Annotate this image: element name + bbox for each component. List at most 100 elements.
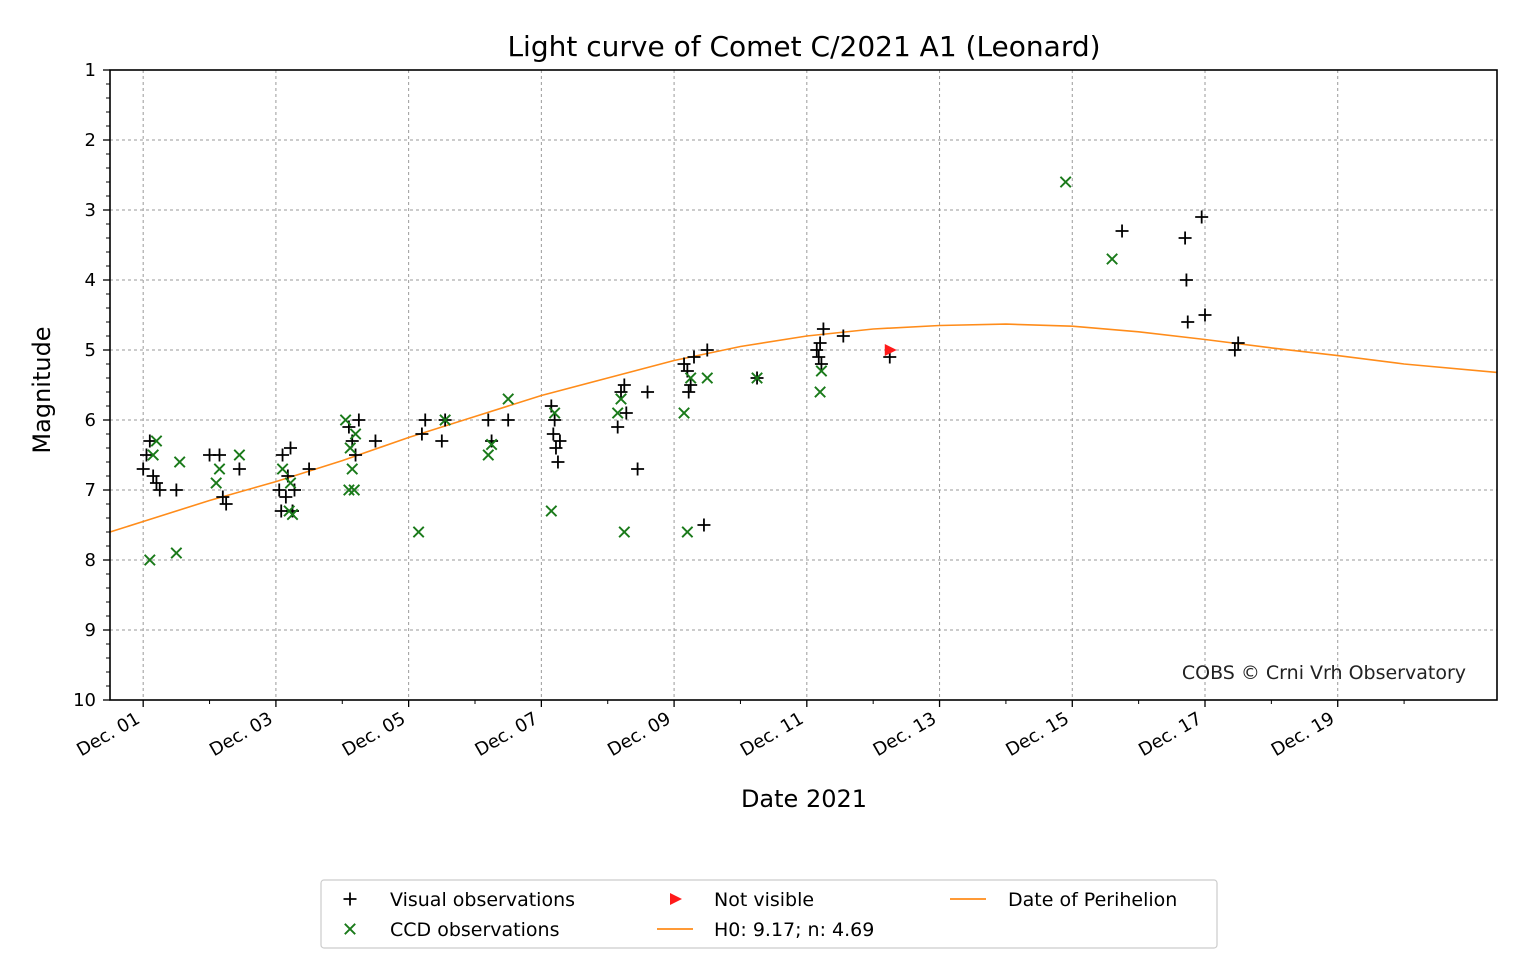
ccd-observation-point (284, 477, 297, 489)
visual-observation-point (136, 462, 150, 476)
chart-title: Light curve of Comet C/2021 A1 (Leonard) (507, 30, 1100, 63)
legend-box (320, 879, 1218, 949)
visual-observation-point (814, 357, 828, 371)
visual-observation-point (272, 483, 286, 497)
visual-observation-point (213, 448, 226, 462)
visual-observation-point (352, 413, 366, 427)
ccd-observation-point (485, 438, 498, 451)
visual-observation-point (169, 483, 183, 497)
model-curve-line (109, 323, 1498, 533)
visual-observation-point (549, 441, 563, 455)
visual-observation-point (140, 448, 153, 462)
legend-marker-not-visible (670, 893, 682, 905)
x-tick-label: Dec. 17 (1135, 708, 1205, 761)
y-tick-label: 3 (85, 200, 96, 221)
visual-observation-point (287, 483, 301, 497)
visual-observation-point (1228, 343, 1242, 357)
ccd-observation-point (348, 484, 361, 496)
not-visible-point (884, 344, 897, 356)
ccd-observation-point (233, 449, 246, 461)
legend-label-not-visible: Not visible (714, 889, 814, 911)
ccd-observation-point (1059, 176, 1072, 188)
x-tick-label: Dec. 15 (1002, 708, 1072, 761)
legend-marker-ccd-observations (344, 923, 356, 935)
ccd-observation-point (339, 414, 352, 426)
ccd-observation-point (618, 526, 631, 538)
ccd-observation-point (482, 449, 495, 461)
visual-observation-point (481, 413, 495, 427)
visual-observation-point (1231, 336, 1245, 350)
visual-observation-point (146, 469, 160, 483)
x-axis-label: Date 2021 (741, 785, 867, 813)
visual-observation-point (276, 448, 290, 462)
visual-observation-point (619, 406, 633, 420)
visual-observation-point (614, 385, 628, 399)
y-tick-label: 10 (73, 690, 96, 711)
ccd-observation-point (678, 407, 690, 419)
ccd-observation-point (545, 505, 558, 517)
legend-entries: Visual observations Not visible Date of Pe… (343, 889, 1177, 941)
visual-observation-point (232, 462, 246, 476)
visual-observation-point (697, 518, 711, 532)
ccd-observation-point (143, 554, 156, 566)
y-tick-label: 1 (85, 60, 96, 81)
visual-observation-point (1178, 231, 1192, 245)
x-axis-ticks: Dec. 01 Dec. 03 Dec. 05 Dec. 07 Dec. 09 Dec. … (73, 700, 1405, 761)
visual-observation-point (415, 427, 429, 441)
visual-observation-point (219, 497, 233, 511)
ccd-observation-point (346, 463, 359, 475)
visual-observation-point (682, 385, 696, 399)
ccd-observation-point (343, 484, 355, 496)
visual-observation-point (812, 350, 826, 364)
visual-observation-point (684, 378, 698, 392)
visual-observation-point (435, 434, 449, 448)
x-tick-label: Dec. 11 (737, 708, 807, 761)
visual-observation-point (546, 427, 560, 441)
ccd-observation-point (173, 456, 186, 468)
ccd-observation-point (611, 407, 624, 419)
y-tick-label: 9 (85, 620, 96, 641)
ccd-observation-point (170, 547, 183, 559)
ccd-observation-point (286, 508, 299, 521)
visual-observation-point (1195, 210, 1209, 224)
ccd-observation-point (276, 463, 289, 475)
legend: Visual observations Not visible Date of Pe… (320, 879, 1218, 949)
visual-observation-point (274, 504, 288, 518)
x-tick-label: Dec. 05 (339, 708, 409, 761)
ccd-observation-point (701, 372, 714, 384)
visual-observation-point (149, 476, 163, 490)
x-tick-label: Dec. 03 (206, 708, 276, 761)
visual-observation-point (631, 462, 645, 476)
x-tick-label: Dec. 07 (471, 708, 541, 761)
visual-observation-point (1115, 224, 1129, 238)
visual-observation-point (611, 420, 625, 434)
legend-marker-visual-observations (343, 892, 357, 906)
ccd-observation-point (548, 407, 561, 419)
visual-observation-point (153, 483, 167, 497)
visual-observation-point (302, 462, 316, 476)
ccd-observation-point (147, 449, 160, 461)
visual-observation-point (677, 357, 691, 371)
ccd-observation-point (213, 463, 226, 475)
legend-label-visual-observations: Visual observations (390, 889, 575, 911)
y-axis-label: Magnitude (28, 326, 56, 453)
grid-lines (110, 69, 1497, 701)
visual-observation-point (551, 455, 565, 469)
visual-observation-point (553, 434, 567, 448)
visual-observation-point (1181, 315, 1195, 329)
y-tick-label: 7 (85, 480, 96, 501)
visual-observation-point (810, 343, 824, 357)
ccd-observation-point (1106, 253, 1118, 265)
x-tick-label: Dec. 09 (604, 708, 674, 761)
x-tick-label: Dec. 13 (870, 708, 940, 761)
visual-observation-point (700, 343, 714, 357)
model-curve-layer (109, 323, 1498, 533)
visual-observation-point (1179, 273, 1193, 287)
observation-points-layer (136, 176, 1245, 566)
ccd-observation-point (751, 372, 763, 384)
visual-observation-point (284, 441, 298, 455)
x-tick-label: Dec. 19 (1268, 708, 1338, 761)
visual-observation-point (836, 329, 850, 343)
ccd-observation-point (210, 477, 223, 489)
